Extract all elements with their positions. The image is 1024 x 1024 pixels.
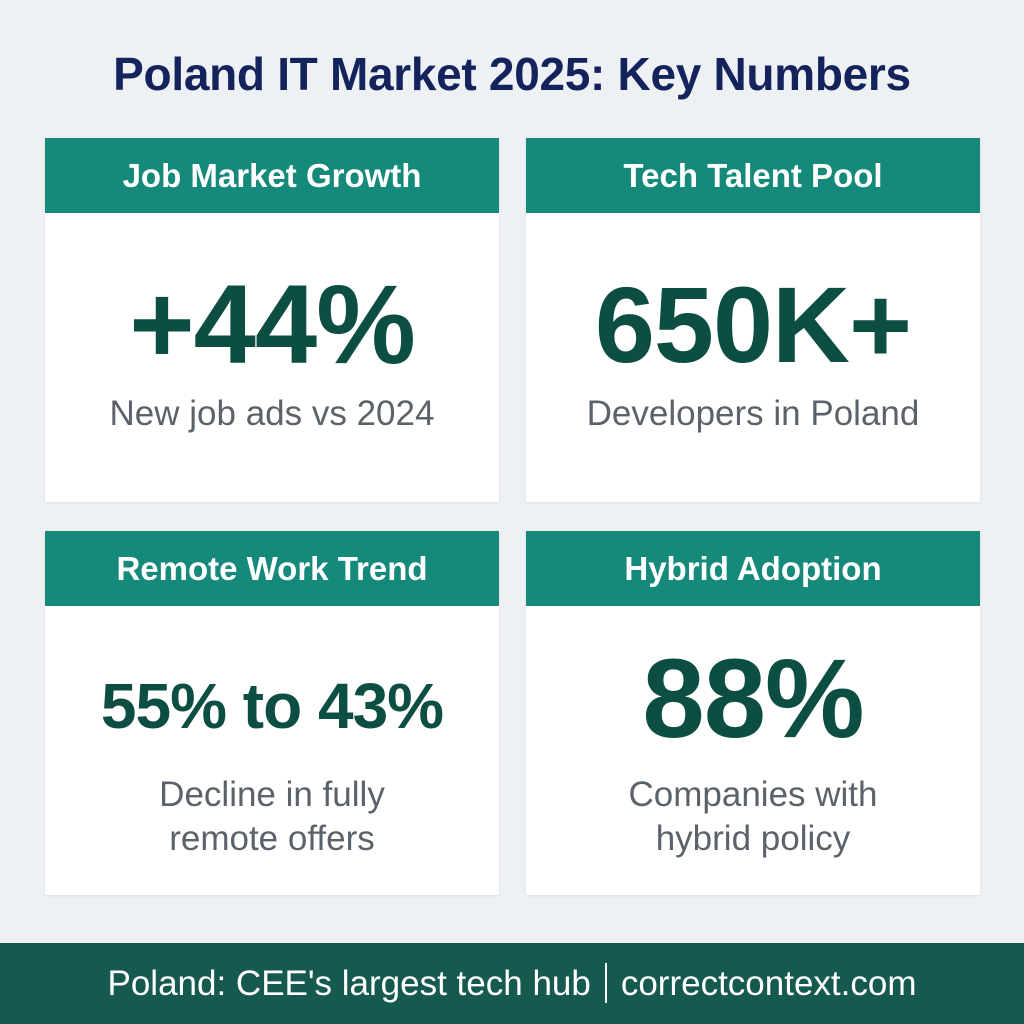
card-heading: Tech Talent Pool (526, 138, 980, 213)
card-description-line: Companies with (628, 775, 878, 814)
card-description-line: New job ads vs 2024 (109, 394, 435, 433)
footer-website-link[interactable]: correctcontext.com (620, 964, 917, 1003)
card-description: Developers in Poland (526, 392, 980, 436)
card-description: Companies with hybrid policy (526, 773, 980, 861)
footer-banner: Poland: CEE's largest tech hub correctcon… (0, 943, 1024, 1024)
card-heading: Remote Work Trend (45, 531, 499, 606)
card-description-line: remote offers (169, 819, 375, 858)
stat-card-remote-work-trend: Remote Work Trend 55% to 43% Decline in … (45, 531, 499, 895)
card-heading: Hybrid Adoption (526, 531, 980, 606)
card-description: Decline in fully remote offers (45, 773, 499, 861)
card-heading: Job Market Growth (45, 138, 499, 213)
stat-card-job-market-growth: Job Market Growth +44% New job ads vs 20… (45, 138, 499, 502)
card-value: +44% (129, 262, 416, 387)
card-description-line: Decline in fully (159, 775, 385, 814)
card-description: New job ads vs 2024 (45, 392, 499, 436)
stat-card-tech-talent-pool: Tech Talent Pool 650K+ Developers in Pol… (526, 138, 980, 502)
stat-card-hybrid-adoption: Hybrid Adoption 88% Companies with hybri… (526, 531, 980, 895)
card-value: 55% to 43% (100, 670, 444, 742)
card-value: 88% (642, 636, 864, 761)
footer-tagline: Poland: CEE's largest tech hub (107, 964, 591, 1003)
card-value: 650K+ (594, 264, 912, 385)
card-description-line: hybrid policy (655, 819, 851, 858)
footer-divider (604, 963, 607, 1003)
page-title: Poland IT Market 2025: Key Numbers (113, 48, 911, 100)
card-description-line: Developers in Poland (586, 394, 920, 433)
